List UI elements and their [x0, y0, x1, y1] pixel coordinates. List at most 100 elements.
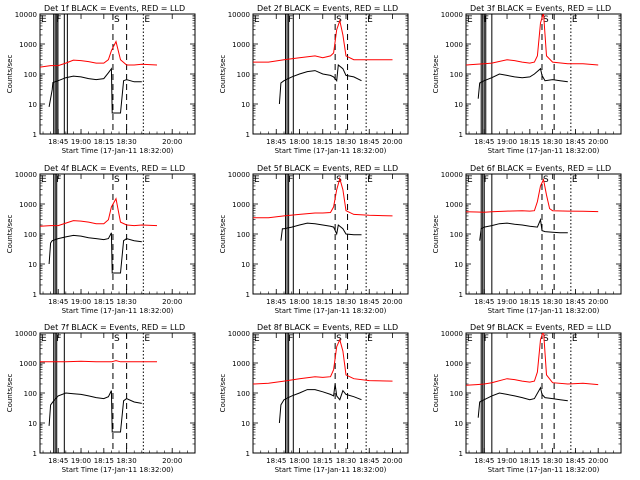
- x-tick-label: 18:45: [474, 298, 494, 306]
- panel-5: Det 5f BLACK = Events, RED = LLD 1 10 100 10…: [219, 164, 409, 315]
- plot-frame: [39, 173, 196, 295]
- panel-title: Det 3f BLACK = Events, RED = LLD: [470, 4, 611, 13]
- x-axis-label: Start Time (17-Jan-11 18:32:00): [275, 147, 387, 155]
- events-series-line: [48, 232, 142, 274]
- y-axis-label: Counts/sec: [432, 374, 440, 413]
- y-tick-label: 100: [24, 231, 37, 239]
- plot-frame: [465, 13, 622, 135]
- y-tick-label: 1: [33, 131, 37, 139]
- interval-marker-label: F: [484, 334, 489, 344]
- x-tick-label: 18:15: [94, 138, 114, 146]
- interval-marker-label: E: [254, 15, 260, 25]
- x-axis-label: Start Time (17-Jan-11 18:32:00): [62, 147, 174, 155]
- y-tick-label: 10: [241, 261, 250, 269]
- interval-marker-label: F: [56, 334, 61, 344]
- lld-series-line: [253, 18, 393, 63]
- x-tick-label: 18:45: [565, 457, 585, 465]
- interval-marker-label: E: [367, 175, 373, 185]
- y-axis-label: Counts/sec: [219, 55, 227, 94]
- interval-marker-label: E: [572, 15, 578, 25]
- panel-title: Det 4f BLACK = Events, RED = LLD: [44, 164, 185, 173]
- y-axis-label: Counts/sec: [6, 215, 14, 254]
- events-series-line: [48, 390, 142, 433]
- x-tick-label: 20:00: [382, 298, 402, 306]
- lld-series-line: [40, 197, 158, 227]
- y-tick-label: 10000: [15, 11, 37, 19]
- y-tick-label: 1: [246, 450, 250, 458]
- x-tick-label: 18:15: [313, 138, 333, 146]
- plot-frame: [252, 13, 409, 135]
- y-tick-label: 1: [33, 450, 37, 458]
- x-tick-label: 18:15: [94, 457, 114, 465]
- x-axis-label: Start Time (17-Jan-11 18:32:00): [488, 466, 600, 474]
- panel-title: Det 5f BLACK = Events, RED = LLD: [257, 164, 398, 173]
- y-tick-label: 10: [241, 420, 250, 428]
- x-axis-label: Start Time (17-Jan-11 18:32:00): [62, 466, 174, 474]
- interval-marker-label: F: [288, 334, 293, 344]
- interval-marker-label: S: [114, 334, 120, 344]
- interval-marker-label: E: [254, 334, 260, 344]
- events-series-line: [477, 386, 568, 418]
- x-tick-label: 18:30: [117, 138, 137, 146]
- x-tick-label: 18:15: [520, 457, 540, 465]
- y-tick-label: 10: [241, 101, 250, 109]
- x-tick-label: 19:00: [497, 138, 517, 146]
- panel-8: Det 8f BLACK = Events, RED = LLD 1 10 100 10…: [219, 323, 409, 474]
- x-tick-label: 18:45: [565, 138, 585, 146]
- y-tick-label: 1: [459, 450, 463, 458]
- interval-marker-label: F: [56, 15, 61, 25]
- interval-marker-label: E: [467, 15, 473, 25]
- plot-frame: [252, 173, 409, 295]
- x-tick-label: 18:30: [336, 457, 356, 465]
- y-tick-label: 10000: [441, 11, 463, 19]
- x-tick-label: 18:00: [289, 138, 309, 146]
- y-tick-label: 1000: [19, 201, 37, 209]
- panel-1: Det 1f BLACK = Events, RED = LLD 1 10 100 10…: [6, 4, 196, 155]
- x-tick-label: 19:00: [71, 298, 91, 306]
- interval-marker-label: E: [144, 175, 150, 185]
- panel-title: Det 9f BLACK = Events, RED = LLD: [470, 323, 611, 332]
- x-axis-label: Start Time (17-Jan-11 18:32:00): [275, 307, 387, 315]
- interval-marker-label: E: [254, 175, 260, 185]
- x-tick-label: 20:00: [162, 138, 182, 146]
- x-tick-label: 20:00: [382, 457, 402, 465]
- y-tick-label: 10: [28, 261, 37, 269]
- y-tick-label: 100: [24, 71, 37, 79]
- plot-frame: [252, 332, 409, 454]
- x-axis-label: Start Time (17-Jan-11 18:32:00): [62, 307, 174, 315]
- x-tick-label: 20:00: [162, 298, 182, 306]
- lld-series-line: [253, 338, 393, 385]
- y-tick-label: 10000: [15, 330, 37, 338]
- interval-marker-label: E: [467, 175, 473, 185]
- x-tick-label: 20:00: [588, 138, 608, 146]
- interval-marker-label: S: [114, 175, 120, 185]
- y-tick-label: 1: [459, 291, 463, 299]
- interval-marker-label: F: [56, 175, 61, 185]
- y-axis-label: Counts/sec: [6, 55, 14, 94]
- x-tick-label: 19:00: [497, 457, 517, 465]
- events-series-line: [48, 67, 142, 114]
- interval-marker-label: E: [467, 334, 473, 344]
- plot-frame: [39, 13, 196, 135]
- interval-marker-label: S: [543, 334, 549, 344]
- interval-marker-label: S: [336, 15, 342, 25]
- panel-title: Det 6f BLACK = Events, RED = LLD: [470, 164, 611, 173]
- x-tick-label: 18:45: [266, 298, 286, 306]
- y-tick-label: 10000: [441, 171, 463, 179]
- x-tick-label: 18:30: [543, 457, 563, 465]
- plot-frame: [465, 332, 622, 454]
- y-axis-label: Counts/sec: [6, 374, 14, 413]
- panel-9: Det 9f BLACK = Events, RED = LLD 1 10 100 10…: [432, 323, 622, 474]
- lld-series-line: [40, 360, 157, 363]
- interval-marker-label: F: [288, 15, 293, 25]
- y-tick-label: 1000: [445, 41, 463, 49]
- x-tick-label: 18:15: [520, 138, 540, 146]
- x-axis-label: Start Time (17-Jan-11 18:32:00): [488, 147, 600, 155]
- x-tick-label: 18:45: [565, 298, 585, 306]
- events-series-line: [477, 67, 568, 99]
- y-tick-label: 10: [454, 101, 463, 109]
- interval-marker-label: F: [288, 175, 293, 185]
- x-axis-label: Start Time (17-Jan-11 18:32:00): [275, 466, 387, 474]
- y-tick-label: 10000: [228, 171, 250, 179]
